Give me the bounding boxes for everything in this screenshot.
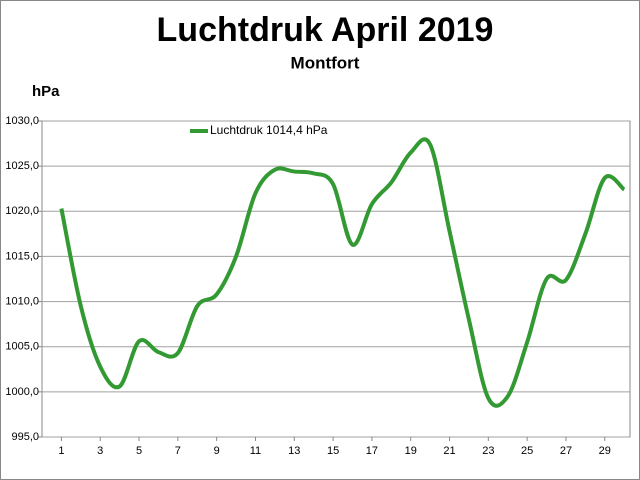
y-tick-label: 1030,0: [5, 115, 39, 127]
x-tick-label: 29: [599, 445, 611, 457]
y-tick-label: 1005,0: [5, 341, 39, 353]
x-tick-label: 21: [443, 445, 455, 457]
x-tick-label: 5: [136, 445, 142, 457]
y-tick-label: 1000,0: [5, 386, 39, 398]
x-tick-label: 19: [405, 445, 417, 457]
x-tick-label: 25: [521, 445, 533, 457]
y-tick-label: 1025,0: [5, 160, 39, 172]
y-tick-label: 1015,0: [5, 250, 39, 262]
data-line: [59, 137, 626, 408]
x-tick-label: 1: [58, 445, 64, 457]
y-axis-label: hPa: [32, 83, 60, 100]
chart-title: Luchtdruk April 2019: [157, 11, 494, 49]
x-tick-label: 13: [288, 445, 300, 457]
plot-area: [41, 120, 631, 438]
x-tick-label: 15: [327, 445, 339, 457]
x-tick-label: 23: [482, 445, 494, 457]
x-tick-label: 7: [175, 445, 181, 457]
x-tick-label: 9: [214, 445, 220, 457]
x-tick-label: 11: [250, 445, 261, 457]
chart-subtitle: Montfort: [291, 53, 360, 72]
x-tick-label: 27: [560, 445, 572, 457]
y-tick-label: 1020,0: [5, 205, 39, 217]
x-tick-label: 3: [97, 445, 103, 457]
y-tick-label: 1010,0: [5, 295, 39, 307]
x-tick-label: 17: [366, 445, 378, 457]
y-tick-label: 995,0: [11, 431, 39, 443]
legend-label: Luchtdruk 1014,4 hPa: [210, 123, 328, 137]
